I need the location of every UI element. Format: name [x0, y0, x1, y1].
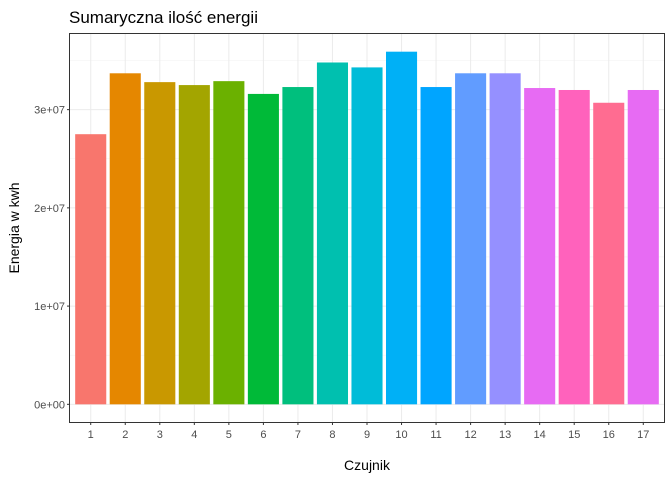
x-axis-title: Czujnik — [344, 457, 391, 473]
x-tick-label: 10 — [395, 429, 407, 441]
bar-sensor-11 — [420, 87, 452, 405]
x-tick-label: 5 — [226, 429, 232, 441]
bar-sensor-5 — [213, 81, 245, 405]
x-tick-label: 8 — [329, 429, 335, 441]
x-tick-label: 13 — [499, 429, 511, 441]
bar-sensor-8 — [316, 62, 349, 405]
bar-sensor-6 — [247, 93, 279, 405]
bar-sensor-16 — [593, 102, 625, 405]
x-tick-label: 7 — [295, 429, 301, 441]
bar-sensor-13 — [489, 73, 521, 405]
bar-sensor-2 — [109, 73, 141, 405]
bar-sensor-17 — [627, 89, 659, 405]
bar-sensor-1 — [75, 134, 107, 405]
x-axis: 1 2 3 4 5 6 7 8 9 10 11 12 13 14 15 16 17 — [88, 422, 649, 441]
y-tick-label: 1e+07 — [34, 301, 65, 313]
x-tick-label: 11 — [430, 429, 441, 441]
y-tick-label: 3e+07 — [34, 105, 65, 117]
x-tick-label: 6 — [260, 429, 266, 441]
bar-sensor-4 — [178, 85, 210, 405]
x-tick-label: 16 — [603, 429, 615, 441]
x-tick-label: 1 — [88, 429, 94, 441]
x-tick-label: 17 — [637, 429, 649, 441]
x-tick-label: 9 — [364, 429, 370, 441]
x-tick-label: 14 — [534, 429, 546, 441]
bar-sensor-10 — [385, 51, 418, 405]
x-tick-label: 12 — [464, 429, 476, 441]
x-tick-label: 15 — [568, 429, 580, 441]
y-axis: 0e+00 1e+07 2e+07 3e+07 — [34, 105, 70, 411]
bars — [75, 51, 659, 405]
bar-sensor-15 — [558, 89, 590, 405]
y-tick-label: 2e+07 — [34, 203, 65, 215]
bar-sensor-9 — [351, 67, 383, 405]
x-tick-label: 4 — [191, 429, 197, 441]
y-tick-label: 0e+00 — [34, 399, 65, 411]
y-axis-title: Energia w kwh — [6, 182, 22, 273]
x-tick-label: 3 — [157, 429, 163, 441]
bar-sensor-14 — [524, 88, 556, 405]
bar-sensor-3 — [144, 82, 176, 405]
chart-title: Sumaryczna ilość energii — [69, 8, 258, 27]
x-tick-label: 2 — [122, 429, 128, 441]
bar-sensor-7 — [282, 87, 314, 405]
bar-sensor-12 — [455, 73, 487, 405]
